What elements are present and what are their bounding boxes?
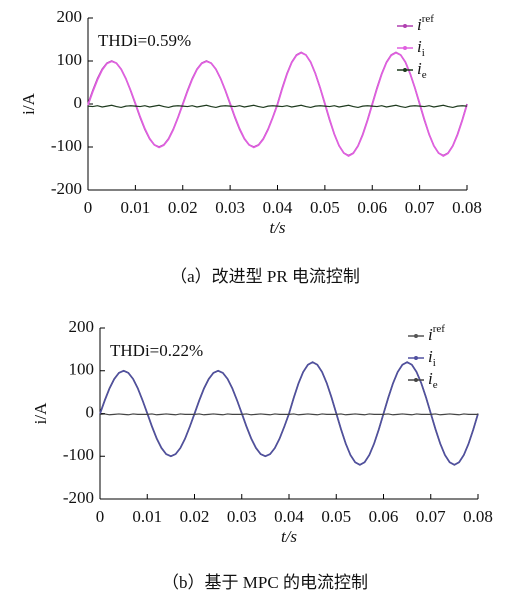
y-tick-label: -200 bbox=[63, 488, 94, 507]
y-tick-label: 0 bbox=[86, 402, 95, 421]
x-tick-label: 0.02 bbox=[180, 507, 210, 526]
legend-marker bbox=[414, 378, 418, 382]
y-tick-label: 200 bbox=[69, 317, 95, 336]
y-tick-label: -100 bbox=[63, 445, 94, 464]
legend-label: iref bbox=[417, 13, 434, 34]
x-tick-label: 0.07 bbox=[405, 198, 435, 217]
y-axis-label: i/A bbox=[19, 92, 38, 114]
legend-label: iref bbox=[428, 323, 445, 344]
legend-marker bbox=[403, 24, 407, 28]
x-tick-label: 0.01 bbox=[132, 507, 162, 526]
y-tick-label: -200 bbox=[51, 179, 82, 198]
x-tick-label: 0.05 bbox=[310, 198, 340, 217]
y-tick-label: -100 bbox=[51, 136, 82, 155]
x-tick-label: 0.08 bbox=[452, 198, 482, 217]
legend-label: ie bbox=[417, 59, 427, 81]
legend-marker bbox=[403, 46, 407, 50]
y-axis-label: i/A bbox=[31, 402, 50, 424]
y-tick-label: 0 bbox=[74, 93, 83, 112]
x-tick-label: 0 bbox=[96, 507, 105, 526]
legend-label: ii bbox=[428, 347, 436, 369]
x-tick-label: 0.05 bbox=[321, 507, 351, 526]
x-tick-label: 0.04 bbox=[263, 198, 293, 217]
x-tick-label: 0.03 bbox=[215, 198, 245, 217]
series-line bbox=[99, 413, 478, 416]
x-tick-label: 0.07 bbox=[416, 507, 446, 526]
x-axis-label: t/s bbox=[269, 218, 285, 237]
x-tick-label: 0.06 bbox=[357, 198, 387, 217]
legend-label: ie bbox=[428, 369, 438, 391]
legend-marker bbox=[403, 68, 407, 72]
x-tick-label: 0.01 bbox=[121, 198, 151, 217]
x-axis-label: t/s bbox=[281, 527, 297, 546]
y-tick-label: 200 bbox=[57, 7, 83, 26]
y-tick-label: 100 bbox=[69, 360, 95, 379]
x-tick-label: 0 bbox=[84, 198, 93, 217]
legend-label: ii bbox=[417, 37, 425, 59]
series-line bbox=[99, 361, 479, 466]
legend-marker bbox=[414, 334, 418, 338]
caption: （a）改进型 PR 电流控制 bbox=[170, 267, 360, 286]
annotation: THDi=0.22% bbox=[110, 341, 203, 360]
annotation: THDi=0.59% bbox=[98, 31, 191, 50]
x-tick-label: 0.08 bbox=[463, 507, 493, 526]
series-line bbox=[87, 51, 468, 157]
x-tick-label: 0.04 bbox=[274, 507, 304, 526]
caption: （b）基于 MPC 的电流控制 bbox=[162, 573, 368, 592]
y-tick-label: 100 bbox=[57, 50, 83, 69]
x-tick-label: 0.06 bbox=[369, 507, 399, 526]
x-tick-label: 0.03 bbox=[227, 507, 257, 526]
x-tick-label: 0.02 bbox=[168, 198, 198, 217]
series-line bbox=[87, 104, 468, 109]
legend-marker bbox=[414, 356, 418, 360]
